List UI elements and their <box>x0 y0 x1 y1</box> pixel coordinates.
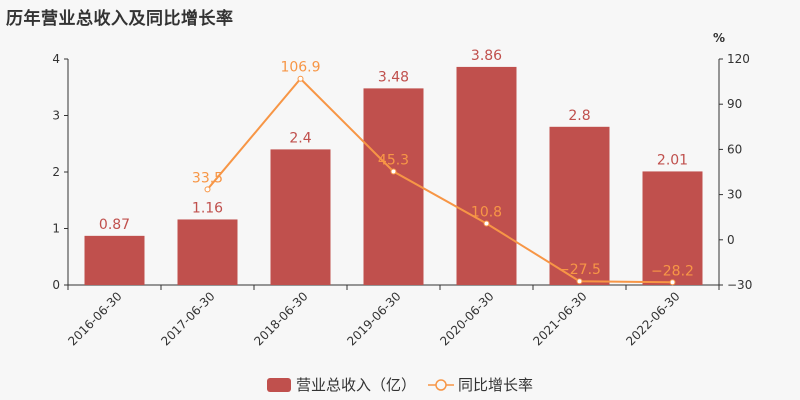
revenue-bar[interactable] <box>270 149 331 285</box>
growth-rate-value-label: 33.5 <box>192 170 223 186</box>
revenue-bar-value-label: 2.8 <box>568 108 590 124</box>
left-axis-tick-label: 4 <box>52 52 60 66</box>
x-axis-category-label: 2022-06-30 <box>623 289 682 348</box>
growth-rate-point[interactable] <box>483 220 490 227</box>
legend-growth-label: 同比增长率 <box>458 376 534 394</box>
x-axis-category-label: 2018-06-30 <box>251 289 310 348</box>
revenue-bar-value-label: 3.48 <box>378 69 409 85</box>
legend-bar-swatch-icon <box>266 377 291 392</box>
right-axis-unit: % <box>713 31 725 45</box>
legend-line-marker-icon <box>428 378 454 392</box>
growth-rate-point[interactable] <box>576 278 583 285</box>
growth-rate-point[interactable] <box>297 75 304 82</box>
revenue-bar-value-label: 2.01 <box>657 152 688 168</box>
left-axis-tick-label: 1 <box>52 222 60 236</box>
legend-revenue-label: 营业总收入（亿） <box>295 376 416 394</box>
right-axis-tick-label: 60 <box>727 142 742 156</box>
right-axis-tick-label: 120 <box>727 52 750 66</box>
left-axis-tick-label: 2 <box>52 165 60 179</box>
revenue-bar[interactable] <box>642 171 703 285</box>
growth-rate-value-label: 10.8 <box>471 205 502 221</box>
revenue-bar[interactable] <box>363 88 424 285</box>
revenue-bar-value-label: 3.86 <box>471 48 502 64</box>
growth-rate-line <box>206 77 673 284</box>
legend-item-revenue[interactable]: 营业总收入（亿） <box>266 374 416 395</box>
x-axis-category-label: 2021-06-30 <box>530 289 589 348</box>
x-axis-category-label: 2019-06-30 <box>344 289 403 348</box>
right-axis-tick-label: 30 <box>727 188 742 202</box>
revenue-bar-value-label: 1.16 <box>192 200 223 216</box>
growth-rate-point[interactable] <box>669 279 676 286</box>
revenue-bar[interactable] <box>84 235 145 285</box>
right-axis-tick-label: 90 <box>727 97 742 111</box>
growth-rate-value-label: 45.3 <box>378 153 409 169</box>
growth-rate-value-label: −27.5 <box>558 262 601 278</box>
revenue-bar-value-label: 2.4 <box>289 130 311 146</box>
left-axis-tick-label: 3 <box>52 109 60 123</box>
x-axis-category-label: 2016-06-30 <box>65 289 124 348</box>
revenue-bar[interactable] <box>549 126 610 285</box>
chart-legend: 营业总收入（亿） 同比增长率 <box>0 374 800 395</box>
growth-rate-value-label: −28.2 <box>651 263 694 279</box>
growth-rate-value-label: 106.9 <box>280 60 320 76</box>
legend-item-growth[interactable]: 同比增长率 <box>428 374 533 395</box>
growth-rate-point[interactable] <box>204 186 211 193</box>
x-axis-category-label: 2020-06-30 <box>437 289 496 348</box>
chart-title: 历年营业总收入及同比增长率 <box>6 9 234 29</box>
x-axis-category-label: 2017-06-30 <box>158 289 217 348</box>
left-axis-tick-label: 0 <box>52 278 60 292</box>
right-axis-tick-label: 0 <box>727 233 735 247</box>
right-axis-tick-label: −30 <box>727 278 752 292</box>
revenue-bar[interactable] <box>456 66 517 285</box>
revenue-bar-value-label: 0.87 <box>99 217 130 233</box>
growth-rate-point[interactable] <box>390 168 397 175</box>
revenue-bar[interactable] <box>177 219 238 285</box>
